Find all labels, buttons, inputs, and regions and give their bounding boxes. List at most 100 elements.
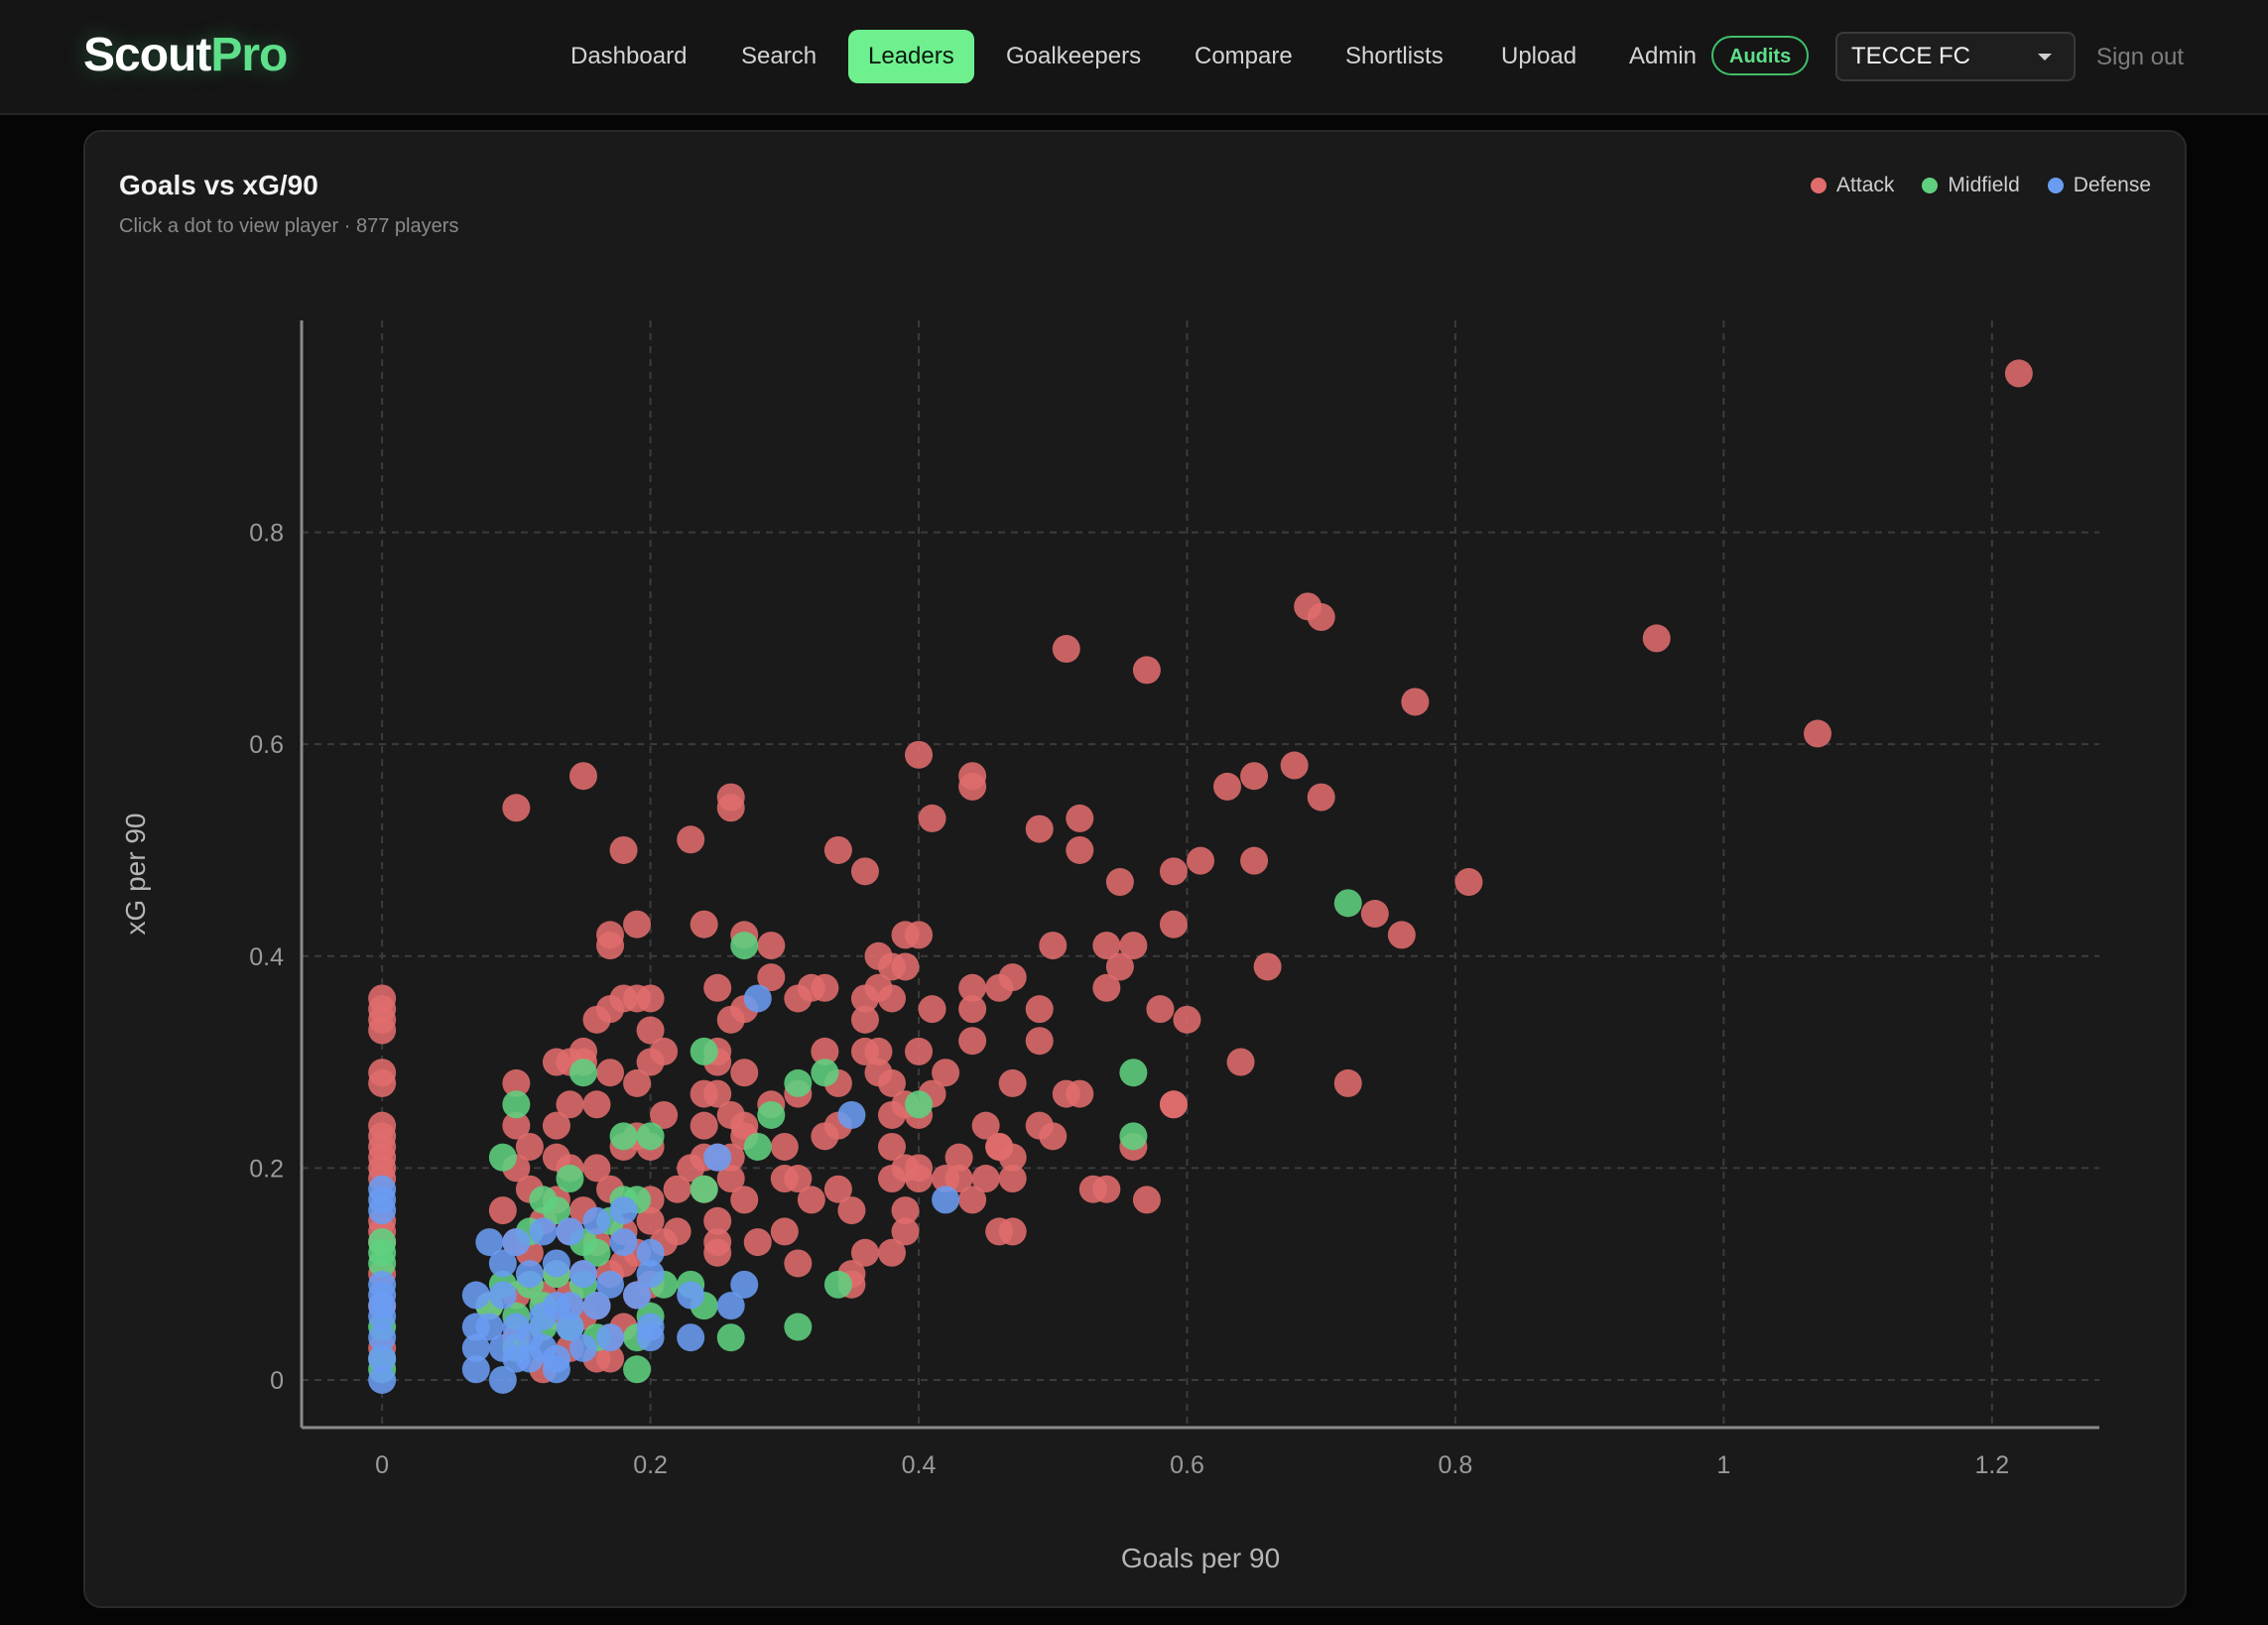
data-point-attack[interactable] — [730, 1111, 759, 1140]
data-point-attack[interactable] — [958, 772, 987, 801]
data-point-attack[interactable] — [716, 1165, 745, 1193]
data-point-attack[interactable] — [770, 1217, 799, 1246]
data-point-attack[interactable] — [488, 1196, 517, 1225]
data-point-attack[interactable] — [1642, 624, 1671, 653]
data-point-defense[interactable] — [461, 1281, 490, 1310]
data-point-attack[interactable] — [596, 1344, 625, 1373]
data-point-attack[interactable] — [891, 1217, 920, 1246]
data-point-attack[interactable] — [958, 1186, 987, 1214]
data-point-attack[interactable] — [1052, 635, 1080, 664]
data-point-attack[interactable] — [1360, 900, 1389, 929]
data-point-midfield[interactable] — [784, 1312, 813, 1341]
legend-item-attack[interactable]: Attack — [1811, 174, 1894, 197]
legend-item-midfield[interactable]: Midfield — [1922, 174, 2020, 197]
data-point-midfield[interactable] — [542, 1196, 570, 1225]
data-point-attack[interactable] — [1066, 835, 1094, 864]
data-point-midfield[interactable] — [1333, 889, 1362, 918]
data-point-defense[interactable] — [529, 1333, 558, 1362]
data-point-attack[interactable] — [1253, 952, 1282, 981]
data-point-midfield[interactable] — [716, 1323, 745, 1352]
data-point-attack[interactable] — [730, 1059, 759, 1087]
data-point-attack[interactable] — [623, 910, 652, 938]
data-point-attack[interactable] — [891, 1196, 920, 1225]
data-point-midfield[interactable] — [502, 1090, 531, 1119]
data-point-attack[interactable] — [502, 1068, 531, 1097]
data-point-attack[interactable] — [905, 1037, 934, 1065]
data-point-attack[interactable] — [1387, 921, 1416, 949]
data-point-attack[interactable] — [568, 762, 597, 791]
data-point-attack[interactable] — [1039, 932, 1068, 960]
data-point-defense[interactable] — [488, 1249, 517, 1278]
data-point-attack[interactable] — [932, 1059, 960, 1087]
data-point-attack[interactable] — [690, 910, 718, 938]
data-point-defense[interactable] — [596, 1270, 625, 1299]
data-point-attack[interactable] — [823, 1175, 852, 1203]
audits-badge[interactable]: Audits — [1711, 36, 1810, 75]
data-point-attack[interactable] — [716, 794, 745, 822]
data-point-attack[interactable] — [998, 1068, 1027, 1097]
data-point-defense[interactable] — [596, 1323, 625, 1352]
data-point-attack[interactable] — [811, 973, 839, 1002]
data-point-midfield[interactable] — [368, 1249, 397, 1278]
data-point-defense[interactable] — [636, 1238, 665, 1267]
data-point-defense[interactable] — [568, 1260, 597, 1289]
data-point-defense[interactable] — [368, 1323, 397, 1352]
data-point-attack[interactable] — [823, 835, 852, 864]
data-point-attack[interactable] — [770, 1165, 799, 1193]
data-point-attack[interactable] — [502, 1111, 531, 1140]
data-point-attack[interactable] — [1240, 762, 1269, 791]
data-point-attack[interactable] — [1105, 868, 1134, 897]
data-point-defense[interactable] — [368, 1196, 397, 1225]
data-point-attack[interactable] — [542, 1111, 570, 1140]
data-point-attack[interactable] — [797, 1186, 825, 1214]
data-point-attack[interactable] — [1333, 1068, 1362, 1097]
nav-goalkeepers[interactable]: Goalkeepers — [1006, 43, 1142, 69]
data-point-attack[interactable] — [582, 1005, 611, 1034]
data-point-midfield[interactable] — [568, 1059, 597, 1087]
data-point-attack[interactable] — [1052, 1079, 1080, 1108]
data-point-defense[interactable] — [542, 1355, 570, 1384]
data-point-attack[interactable] — [1025, 1027, 1054, 1056]
data-point-attack[interactable] — [945, 1165, 973, 1193]
data-point-attack[interactable] — [891, 952, 920, 981]
data-point-attack[interactable] — [1092, 932, 1121, 960]
data-point-attack[interactable] — [690, 1111, 718, 1140]
data-point-attack[interactable] — [985, 1132, 1014, 1161]
data-point-defense[interactable] — [623, 1281, 652, 1310]
data-point-attack[interactable] — [502, 794, 531, 822]
data-point-attack[interactable] — [2004, 359, 2033, 388]
data-point-defense[interactable] — [542, 1249, 570, 1278]
data-point-midfield[interactable] — [609, 1122, 638, 1151]
data-point-attack[interactable] — [918, 995, 946, 1024]
data-point-attack[interactable] — [1039, 1122, 1068, 1151]
data-point-attack[interactable] — [784, 984, 813, 1013]
data-point-attack[interactable] — [850, 1238, 879, 1267]
data-point-defense[interactable] — [932, 1186, 960, 1214]
data-point-defense[interactable] — [730, 1270, 759, 1299]
data-point-attack[interactable] — [368, 1068, 397, 1097]
data-point-defense[interactable] — [609, 1228, 638, 1257]
data-point-defense[interactable] — [475, 1228, 504, 1257]
data-point-attack[interactable] — [1213, 772, 1242, 801]
data-point-attack[interactable] — [650, 1100, 679, 1129]
data-point-attack[interactable] — [1119, 932, 1148, 960]
data-point-defense[interactable] — [837, 1100, 866, 1129]
data-point-defense[interactable] — [461, 1355, 490, 1384]
data-point-midfield[interactable] — [757, 1100, 786, 1129]
data-point-attack[interactable] — [515, 1132, 544, 1161]
data-point-attack[interactable] — [958, 973, 987, 1002]
data-point-attack[interactable] — [1159, 857, 1188, 886]
data-point-attack[interactable] — [609, 1249, 638, 1278]
data-point-attack[interactable] — [905, 921, 934, 949]
data-point-attack[interactable] — [757, 932, 786, 960]
data-point-attack[interactable] — [850, 984, 879, 1013]
data-point-attack[interactable] — [918, 804, 946, 832]
sign-out-link[interactable]: Sign out — [2096, 44, 2185, 70]
nav-search[interactable]: Search — [741, 43, 818, 69]
data-point-attack[interactable] — [784, 1249, 813, 1278]
data-point-attack[interactable] — [1092, 973, 1121, 1002]
data-point-attack[interactable] — [1307, 603, 1335, 632]
data-point-attack[interactable] — [743, 1228, 772, 1257]
data-point-attack[interactable] — [877, 1165, 906, 1193]
data-point-attack[interactable] — [609, 835, 638, 864]
